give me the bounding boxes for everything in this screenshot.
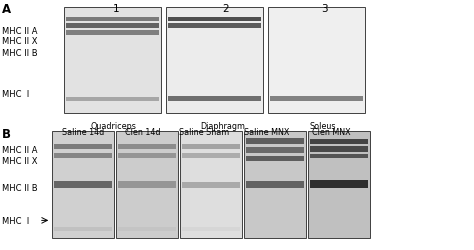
Bar bbox=[66, 18, 159, 22]
Text: MHC II X: MHC II X bbox=[2, 156, 38, 165]
Text: Quadriceps: Quadriceps bbox=[91, 121, 137, 130]
Bar bbox=[168, 97, 261, 102]
Bar bbox=[66, 97, 159, 102]
Bar bbox=[54, 227, 112, 231]
Bar bbox=[182, 227, 240, 231]
Text: MHC II A: MHC II A bbox=[2, 27, 38, 36]
Text: Clen MNX: Clen MNX bbox=[312, 127, 351, 136]
Bar bbox=[118, 227, 176, 231]
Bar bbox=[54, 153, 112, 159]
Bar bbox=[310, 180, 368, 188]
Bar bbox=[246, 156, 304, 162]
Bar bbox=[246, 139, 304, 144]
Text: MHC II B: MHC II B bbox=[2, 49, 38, 58]
Bar bbox=[54, 182, 112, 188]
Bar bbox=[246, 148, 304, 153]
Bar bbox=[246, 182, 304, 188]
Bar bbox=[310, 147, 368, 152]
Bar bbox=[166, 8, 263, 114]
Text: Soleus: Soleus bbox=[309, 121, 336, 130]
Text: Clen 14d: Clen 14d bbox=[126, 127, 161, 136]
Bar bbox=[118, 144, 176, 150]
Text: MHC II A: MHC II A bbox=[2, 146, 38, 154]
Text: MHC II X: MHC II X bbox=[2, 37, 38, 46]
Bar bbox=[268, 8, 365, 114]
Text: B: B bbox=[2, 128, 11, 140]
Bar bbox=[64, 8, 161, 114]
Bar bbox=[244, 132, 306, 238]
Text: Saline Sham: Saline Sham bbox=[179, 127, 229, 136]
Text: MHC  I: MHC I bbox=[2, 89, 29, 98]
Bar bbox=[310, 154, 368, 159]
Bar bbox=[52, 132, 114, 238]
Text: 3: 3 bbox=[321, 4, 328, 14]
Bar bbox=[168, 24, 261, 29]
Bar bbox=[182, 182, 240, 188]
Text: 1: 1 bbox=[113, 4, 119, 14]
Text: Saline 14d: Saline 14d bbox=[62, 127, 104, 136]
Text: Diaphragm: Diaphragm bbox=[201, 121, 245, 130]
Bar bbox=[182, 153, 240, 159]
Text: A: A bbox=[2, 2, 11, 16]
Bar bbox=[118, 182, 176, 188]
Bar bbox=[54, 144, 112, 150]
Bar bbox=[66, 24, 159, 29]
Bar bbox=[66, 31, 159, 36]
Bar bbox=[116, 132, 178, 238]
Bar bbox=[180, 132, 242, 238]
Bar bbox=[310, 139, 368, 144]
Text: MHC  I: MHC I bbox=[2, 216, 29, 225]
Bar bbox=[270, 97, 363, 102]
Text: 2: 2 bbox=[222, 4, 228, 14]
Bar bbox=[182, 144, 240, 150]
Text: MHC II B: MHC II B bbox=[2, 184, 38, 192]
Bar bbox=[168, 18, 261, 22]
Bar bbox=[118, 153, 176, 159]
Bar bbox=[308, 132, 370, 238]
Text: Saline MNX: Saline MNX bbox=[244, 127, 289, 136]
